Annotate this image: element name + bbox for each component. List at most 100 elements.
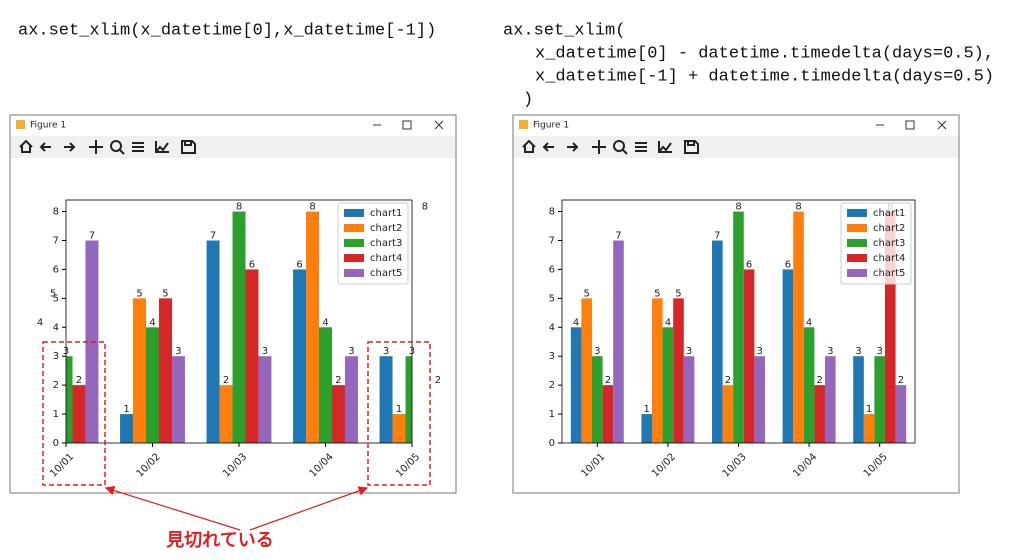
bar <box>592 356 603 443</box>
legend-swatch <box>847 269 867 277</box>
bar <box>814 385 825 443</box>
y-tick-label: 6 <box>53 264 59 275</box>
value-label: 5 <box>136 288 142 299</box>
bar <box>793 211 804 443</box>
legend-label: chart3 <box>873 238 905 249</box>
legend-swatch <box>344 239 364 247</box>
value-label: 2 <box>76 375 82 386</box>
value-label: 8 <box>735 202 741 213</box>
bar <box>331 385 345 443</box>
bar <box>133 298 147 443</box>
bar <box>344 356 358 443</box>
toolbar-button[interactable] <box>155 141 169 153</box>
value-label: 3 <box>686 346 692 357</box>
bar <box>293 269 307 443</box>
close-button <box>434 120 444 130</box>
value-label: 6 <box>249 259 255 270</box>
bar <box>712 240 723 443</box>
close-button <box>937 120 947 130</box>
bar <box>602 385 614 443</box>
bar <box>120 414 134 443</box>
toolbar-button[interactable] <box>181 140 196 154</box>
window-title: Figure 1 <box>533 121 569 131</box>
legend-label: chart4 <box>873 253 905 264</box>
y-tick-label: 2 <box>53 380 59 391</box>
bar <box>319 327 332 443</box>
legend-label: chart5 <box>873 268 905 279</box>
y-tick-label: 3 <box>549 351 555 362</box>
toolbar-button[interactable] <box>64 142 76 152</box>
value-label: 4 <box>665 317 671 328</box>
bar <box>824 356 836 443</box>
y-tick-label: 0 <box>549 438 555 449</box>
value-label: 4 <box>37 317 43 328</box>
y-tick-label: 5 <box>53 293 59 304</box>
toolbar-button[interactable] <box>542 142 554 152</box>
value-label: 7 <box>89 231 95 242</box>
toolbar-button[interactable] <box>39 142 51 152</box>
legend-label: chart5 <box>370 268 402 279</box>
value-label: 3 <box>756 346 762 357</box>
value-label: 3 <box>855 346 861 357</box>
value-label: 1 <box>866 404 872 415</box>
toolbar-button[interactable] <box>658 141 672 153</box>
bar <box>863 414 875 443</box>
value-label: 5 <box>675 288 681 299</box>
toolbar-button[interactable] <box>110 140 125 155</box>
value-label: 8 <box>422 202 428 213</box>
bar <box>613 240 624 443</box>
toolbar-button[interactable] <box>89 140 103 154</box>
value-label: 2 <box>223 375 229 386</box>
bar <box>570 327 582 443</box>
legend-label: chart3 <box>370 238 402 249</box>
app-icon <box>519 120 528 129</box>
value-label: 4 <box>322 317 328 328</box>
toolbar-button[interactable] <box>592 140 606 154</box>
bar <box>683 356 695 443</box>
value-label: 4 <box>806 317 812 328</box>
legend-swatch <box>847 239 867 247</box>
value-label: 5 <box>162 288 168 299</box>
legend-label: chart1 <box>370 208 402 219</box>
bar <box>743 269 755 443</box>
bar <box>206 240 220 443</box>
toolbar-button[interactable] <box>613 140 628 155</box>
legend-swatch <box>847 224 867 232</box>
value-label: 8 <box>309 202 315 213</box>
bar <box>219 385 233 443</box>
legend-label: chart4 <box>370 253 402 264</box>
bars <box>570 211 907 443</box>
bar <box>392 414 406 443</box>
bar <box>733 211 744 443</box>
y-tick-label: 8 <box>53 207 59 218</box>
toolbar-button[interactable] <box>567 142 579 152</box>
value-label: 2 <box>817 375 823 386</box>
toolbar-button[interactable] <box>522 139 536 153</box>
legend-swatch <box>847 209 867 217</box>
bar <box>581 298 593 443</box>
value-label: 3 <box>827 346 833 357</box>
value-label: 2 <box>605 375 611 386</box>
bar <box>662 327 674 443</box>
bar <box>782 269 794 443</box>
value-label: 2 <box>898 375 904 386</box>
value-label: 2 <box>335 375 341 386</box>
maximize-button <box>402 120 412 130</box>
value-label: 8 <box>795 202 801 213</box>
value-label: 1 <box>123 404 129 415</box>
legend-box <box>840 202 912 285</box>
value-label: 6 <box>746 259 752 270</box>
y-tick-label: 6 <box>549 264 555 275</box>
legend-swatch <box>344 209 364 217</box>
bar <box>379 356 393 443</box>
y-tick-label: 1 <box>549 409 555 420</box>
y-tick-label: 4 <box>549 322 555 333</box>
value-label: 3 <box>175 346 181 357</box>
toolbar-button[interactable] <box>684 140 699 154</box>
toolbar-button[interactable] <box>132 142 144 152</box>
bar <box>171 356 185 443</box>
toolbar-button[interactable] <box>19 139 33 153</box>
toolbar-button[interactable] <box>635 142 647 152</box>
